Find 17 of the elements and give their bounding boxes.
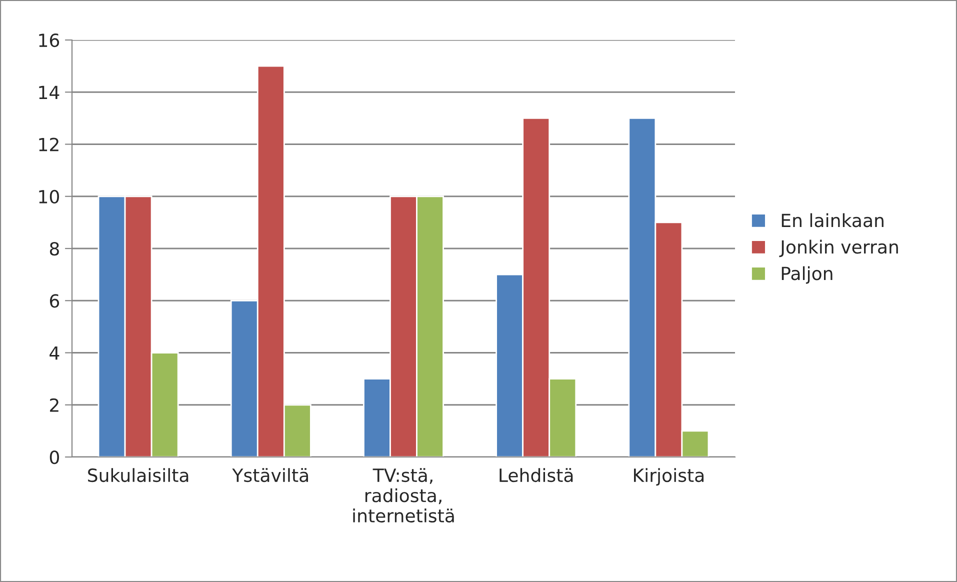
x-tick-label: Kirjoista — [634, 468, 704, 486]
legend-label: En lainkaan — [782, 213, 884, 228]
y-tick-label: 16 — [39, 33, 60, 48]
y-tick-label: 14 — [39, 86, 60, 99]
x-tick-label: TV:stä, radiosta, internetistä — [353, 468, 454, 523]
y-tick-label: 12 — [39, 138, 58, 152]
x-tick-label: Ystäviltä — [232, 468, 308, 482]
y-tick-label: 6 — [50, 294, 60, 308]
y-tick-label: 10 — [39, 190, 59, 204]
y-tick-label: 0 — [50, 450, 59, 464]
x-tick-label: Sukulaisilta — [88, 468, 188, 482]
x-tick-label: Lehdistä — [500, 468, 573, 482]
y-tick-label: 4 — [50, 346, 60, 360]
y-tick-label: 2 — [50, 398, 58, 412]
legend-label: Paljon — [782, 266, 832, 284]
legend-label: Jonkin verran — [779, 240, 898, 258]
y-tick-label: 8 — [50, 242, 59, 256]
